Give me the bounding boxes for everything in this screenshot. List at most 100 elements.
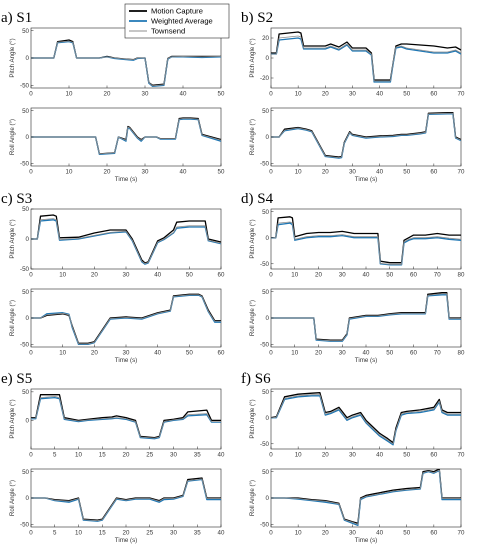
series-line-townsend bbox=[271, 112, 461, 159]
series-line-townsend bbox=[271, 394, 461, 445]
series-line-weighted-average bbox=[271, 395, 461, 446]
x-tick-label: 20 bbox=[315, 272, 322, 279]
pitch-subplot: 0 10 20 30 40 50 60 70 -20 0 20 Pitch Angle (°) bbox=[249, 27, 465, 98]
x-tick-label: 5 bbox=[53, 452, 57, 459]
x-tick-label: 40 bbox=[376, 452, 383, 459]
x-tick-label: 10 bbox=[75, 530, 82, 537]
legend-item: Townsend bbox=[129, 27, 185, 36]
series-line-townsend bbox=[31, 395, 221, 439]
x-tick-label: 20 bbox=[104, 91, 111, 98]
x-tick-label: 0 bbox=[269, 350, 273, 357]
pitch-subplot: 0 10 20 30 40 50 -50 0 50 Pitch Angle (°) bbox=[9, 27, 225, 98]
x-tick-label: 20 bbox=[91, 350, 98, 357]
x-tick-label: 80 bbox=[458, 350, 465, 357]
plot-frame bbox=[30, 468, 222, 528]
y-tick-label: 50 bbox=[22, 28, 29, 35]
x-tick-label: 10 bbox=[295, 91, 302, 98]
y-tick-label: 0 bbox=[26, 134, 30, 141]
y-tick-label: 0 bbox=[26, 236, 30, 243]
legend-label: Townsend bbox=[151, 27, 185, 36]
y-tick-label: 0 bbox=[266, 235, 270, 242]
x-tick-label: 20 bbox=[322, 91, 329, 98]
series-line-weighted-average bbox=[271, 37, 461, 83]
x-tick-label: 5 bbox=[53, 530, 57, 537]
y-tick-label: 50 bbox=[22, 206, 29, 213]
series-line-motion-capture bbox=[271, 216, 461, 264]
y-tick-label: 50 bbox=[262, 389, 269, 396]
x-tick-label: 20 bbox=[322, 530, 329, 537]
x-tick-label: 10 bbox=[295, 452, 302, 459]
x-tick-label: 40 bbox=[376, 169, 383, 176]
series-line-weighted-average bbox=[31, 294, 221, 346]
x-tick-label: 20 bbox=[315, 350, 322, 357]
y-tick-label: 50 bbox=[22, 389, 29, 396]
panel-label: e) S5 bbox=[1, 371, 32, 387]
x-tick-label: 15 bbox=[99, 530, 106, 537]
x-tick-label: 50 bbox=[186, 272, 193, 279]
plot-frame bbox=[30, 288, 222, 348]
panel-label: b) S2 bbox=[241, 10, 273, 26]
y-axis-title: Roll Angle (°) bbox=[249, 119, 256, 155]
y-axis-title: Roll Angle (°) bbox=[249, 480, 256, 516]
x-tick-label: 0 bbox=[29, 350, 33, 357]
x-tick-label: 20 bbox=[322, 452, 329, 459]
legend-item: Motion Capture bbox=[129, 7, 203, 16]
x-tick-label: 60 bbox=[218, 272, 225, 279]
y-tick-label: 50 bbox=[22, 108, 29, 115]
y-tick-label: 20 bbox=[262, 35, 269, 42]
x-tick-label: 0 bbox=[29, 272, 33, 279]
y-axis-title: Roll Angle (°) bbox=[9, 300, 16, 336]
legend-label: Motion Capture bbox=[151, 7, 203, 16]
series-line-weighted-average bbox=[31, 396, 221, 440]
series-line-townsend bbox=[31, 118, 221, 155]
series-line-townsend bbox=[271, 293, 461, 342]
panel-label: c) S3 bbox=[1, 191, 32, 207]
x-tick-label: 30 bbox=[142, 169, 149, 176]
x-tick-label: 20 bbox=[123, 452, 130, 459]
y-tick-label: 0 bbox=[26, 495, 30, 502]
x-tick-label: 50 bbox=[386, 350, 393, 357]
y-axis-title: Roll Angle (°) bbox=[9, 119, 16, 155]
y-axis-title: Roll Angle (°) bbox=[249, 300, 256, 336]
x-tick-label: 70 bbox=[434, 350, 441, 357]
x-axis-title: Time (s) bbox=[355, 357, 377, 364]
x-tick-label: 0 bbox=[29, 91, 33, 98]
x-tick-label: 50 bbox=[186, 350, 193, 357]
x-tick-label: 30 bbox=[349, 91, 356, 98]
x-tick-label: 60 bbox=[430, 91, 437, 98]
y-tick-label: 0 bbox=[266, 134, 270, 141]
y-tick-label: 0 bbox=[266, 55, 270, 62]
x-axis-title: Time (s) bbox=[355, 176, 377, 183]
series-line-motion-capture bbox=[271, 469, 461, 524]
x-tick-label: 10 bbox=[295, 169, 302, 176]
x-tick-label: 60 bbox=[430, 169, 437, 176]
x-tick-label: 70 bbox=[458, 530, 465, 537]
x-tick-label: 10 bbox=[66, 91, 73, 98]
plot-frame bbox=[270, 27, 462, 89]
y-tick-label: -50 bbox=[260, 522, 270, 529]
y-tick-label: 0 bbox=[266, 495, 270, 502]
y-tick-label: 50 bbox=[22, 469, 29, 476]
y-tick-label: -50 bbox=[20, 161, 30, 168]
legend-label: Weighted Average bbox=[151, 17, 213, 26]
x-tick-label: 30 bbox=[123, 272, 130, 279]
x-tick-label: 35 bbox=[194, 452, 201, 459]
x-tick-label: 30 bbox=[123, 350, 130, 357]
x-tick-label: 60 bbox=[430, 452, 437, 459]
x-tick-label: 50 bbox=[218, 91, 225, 98]
x-tick-label: 50 bbox=[403, 452, 410, 459]
x-tick-label: 10 bbox=[59, 272, 66, 279]
x-tick-label: 20 bbox=[123, 530, 130, 537]
x-tick-label: 40 bbox=[180, 91, 187, 98]
x-tick-label: 30 bbox=[349, 169, 356, 176]
y-tick-label: -50 bbox=[260, 261, 270, 268]
